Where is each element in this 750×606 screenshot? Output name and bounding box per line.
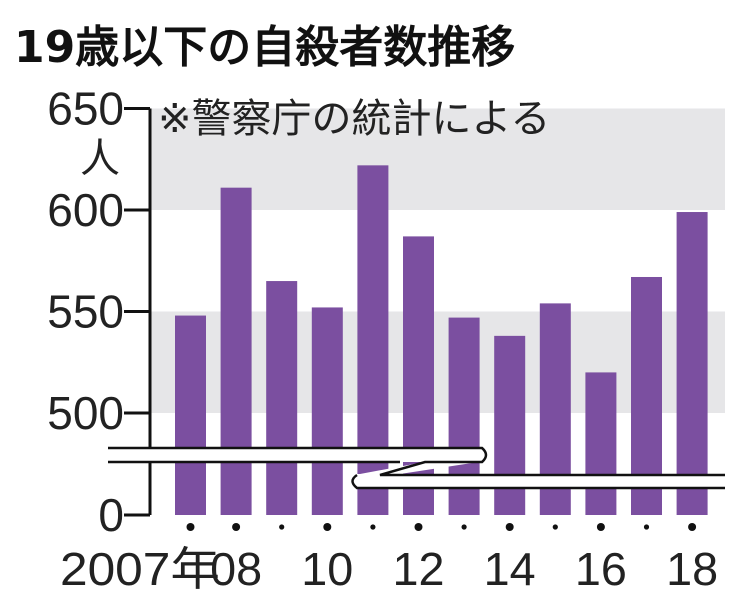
x-tick-label: 18 [666, 543, 718, 595]
year-dot [461, 524, 467, 530]
bar-2012 [403, 236, 434, 515]
y-tick-label: 500 [47, 387, 124, 439]
year-dot [688, 523, 697, 531]
year-dot [505, 523, 514, 531]
axis-break-fill [108, 447, 487, 462]
bar-2016 [585, 372, 617, 515]
axis-break-fill [350, 474, 725, 488]
year-dot [279, 524, 285, 530]
bar-2008 [220, 187, 252, 516]
x-tick-label: 08 [210, 543, 262, 595]
chart-subtitle: ※警察庁の統計による [158, 96, 550, 142]
x-tick-label: 14 [484, 543, 536, 595]
bar-2018 [676, 212, 708, 515]
year-dot [186, 523, 195, 531]
bar-2010 [311, 307, 343, 515]
y-tick-label: 550 [47, 286, 124, 338]
x-tick-label: 2007年 [60, 543, 220, 595]
chart-title: 19歳以下の自殺者数推移 [14, 22, 515, 73]
bar-2007 [175, 315, 206, 515]
year-dot [232, 523, 241, 531]
x-tick-label: 10 [301, 543, 353, 595]
y-tick-label: 650 [47, 83, 124, 135]
y-tick-label: 600 [47, 184, 124, 236]
axis-break-line [108, 460, 725, 490]
y-unit-label: 人 [80, 136, 120, 182]
year-dot [643, 524, 650, 530]
year-dot [323, 523, 332, 531]
year-dot [414, 523, 423, 531]
x-tick-label: 16 [575, 543, 627, 595]
year-dot [370, 524, 376, 530]
bar-2009 [266, 281, 298, 515]
y-tick-label: 0 [98, 489, 124, 541]
axis-break-line [108, 446, 725, 477]
x-tick-label: 12 [393, 543, 445, 595]
year-dot [552, 524, 558, 530]
year-dot [596, 523, 605, 531]
